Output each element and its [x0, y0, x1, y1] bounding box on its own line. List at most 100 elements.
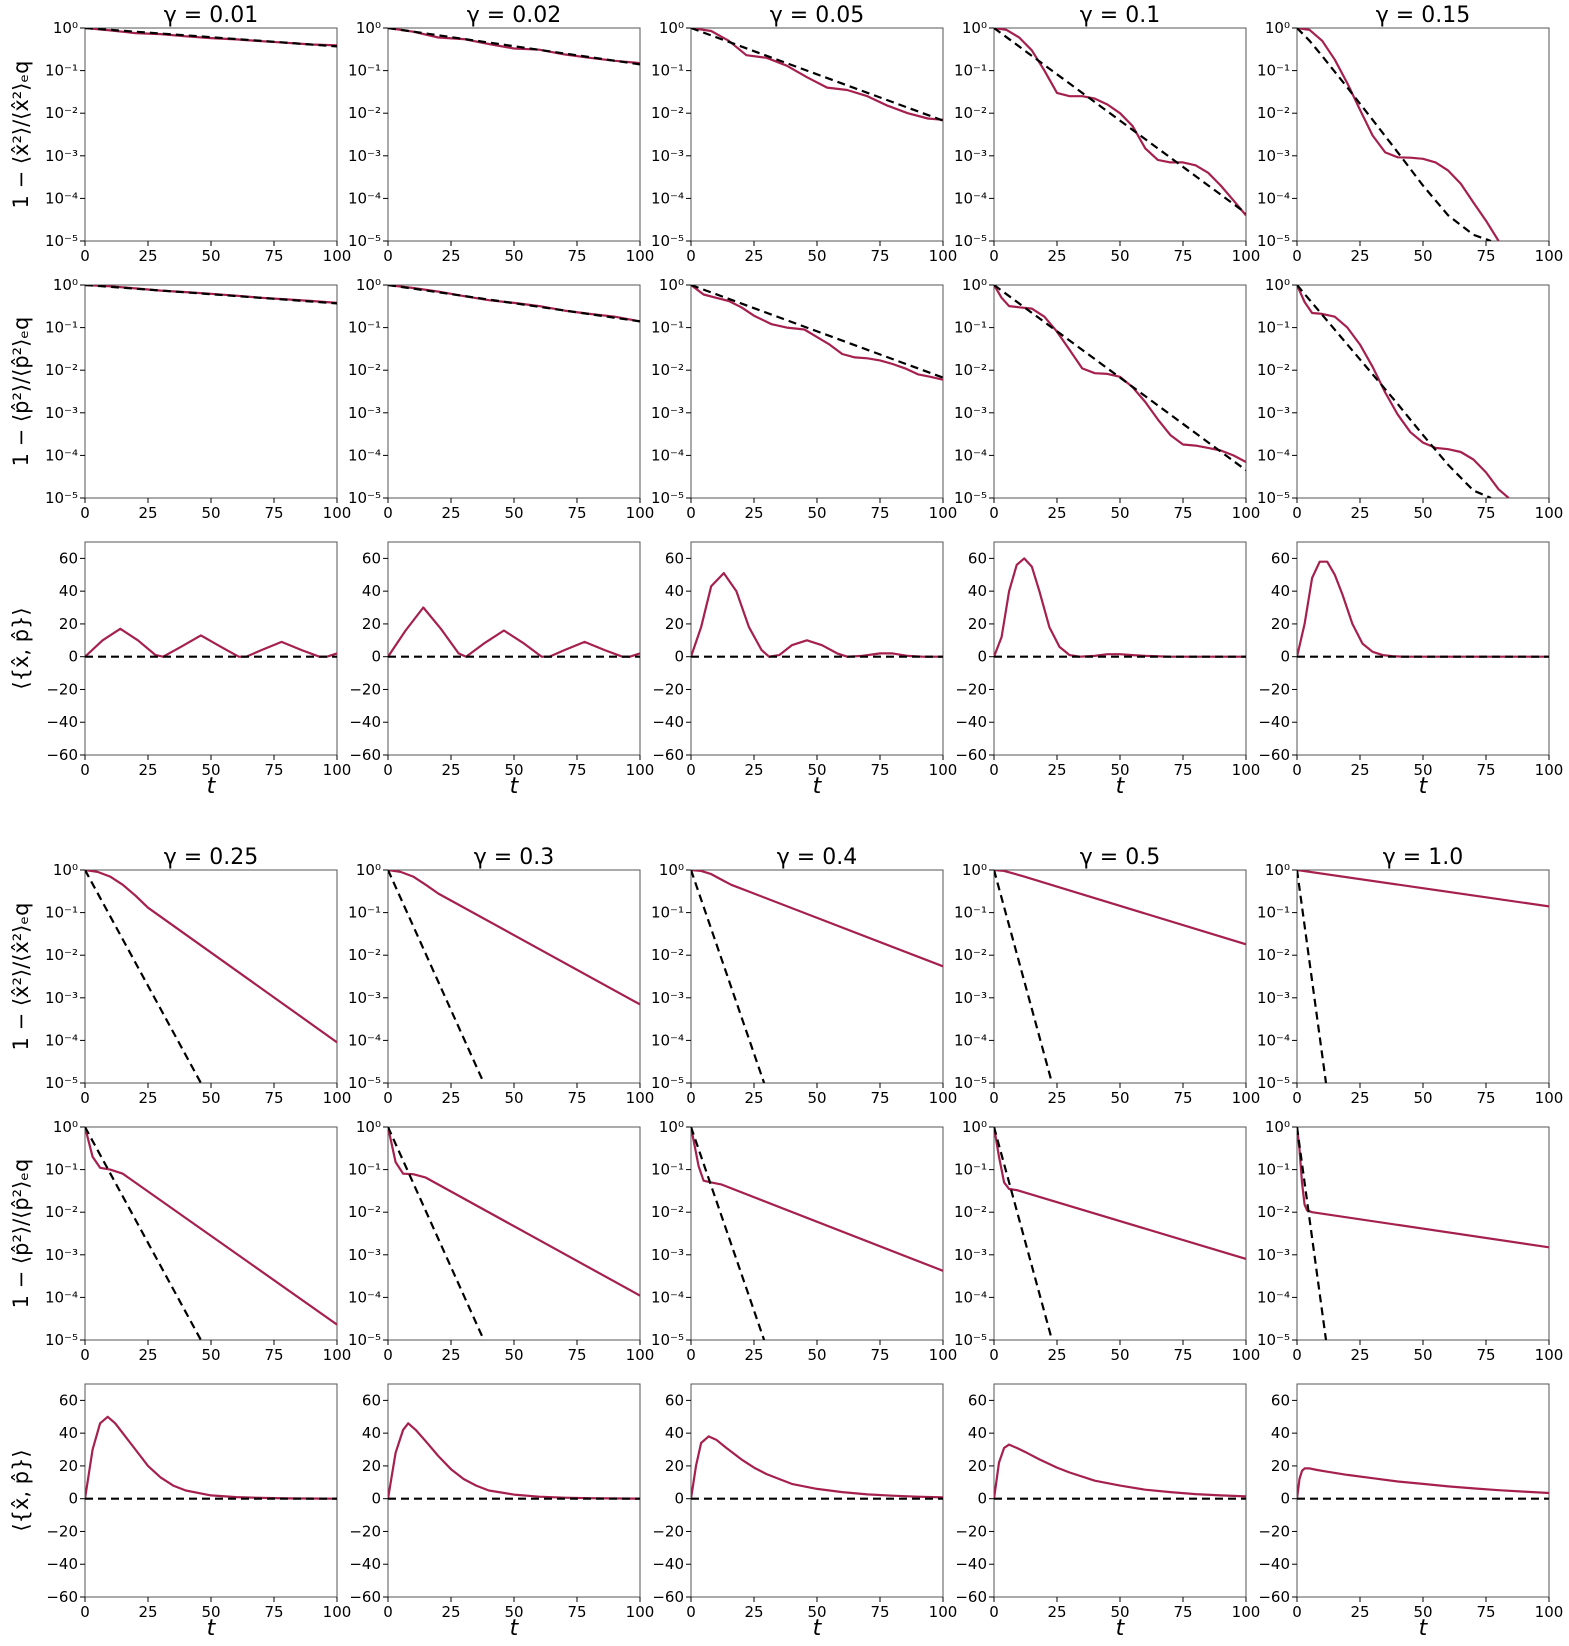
panel-title: γ = 0.15 — [1376, 3, 1470, 28]
x-tick-label: 0 — [686, 1089, 696, 1107]
y-tick-label: 10⁻⁴ — [45, 1031, 78, 1049]
x-axis-label: t — [813, 1616, 823, 1641]
panel-title: γ = 0.25 — [164, 845, 258, 870]
y-tick-label: −20 — [1258, 680, 1290, 698]
solid-series-line — [691, 285, 943, 381]
y-tick-label: 10⁻⁴ — [1257, 1031, 1290, 1049]
x-tick-label: 50 — [1110, 504, 1129, 522]
y-tick-label: 10⁻¹ — [954, 1161, 987, 1179]
y-tick-label: 40 — [968, 1424, 987, 1442]
x-tick-label: 0 — [80, 1603, 90, 1621]
y-tick-label: 10⁻⁴ — [651, 189, 684, 207]
y-tick-label: 10⁻² — [1257, 361, 1290, 379]
y-tick-label: 40 — [665, 582, 684, 600]
y-tick-label: 10⁰ — [962, 19, 987, 37]
x-tick-label: 100 — [323, 761, 352, 779]
x-tick-label: 50 — [504, 761, 523, 779]
y-tick-label: 10⁻¹ — [954, 62, 987, 80]
y-tick-label: 60 — [362, 1391, 381, 1409]
x-tick-label: 75 — [1476, 1089, 1495, 1107]
panel-title: γ = 0.4 — [777, 845, 857, 870]
x-tick-label: 0 — [686, 1346, 696, 1364]
x-tick-label: 25 — [1047, 1089, 1066, 1107]
y-tick-label: 10⁻⁴ — [1257, 1288, 1290, 1306]
x-tick-label: 50 — [1413, 247, 1432, 265]
panel-frame-8-xp — [993, 1383, 1247, 1598]
y-tick-label: 10⁻¹ — [348, 319, 381, 337]
x-tick-label: 100 — [1535, 1089, 1564, 1107]
y-tick-label: 10⁻⁵ — [954, 232, 987, 250]
x-tick-label: 100 — [626, 1089, 655, 1107]
panel-frame-9-p2 — [1296, 1126, 1550, 1341]
y-tick-label: −20 — [652, 680, 684, 698]
y-tick-label: 10⁻⁵ — [45, 232, 78, 250]
x-tick-label: 100 — [323, 1346, 352, 1364]
y-tick-label: 10⁻⁵ — [1257, 489, 1290, 507]
y-tick-label: 10⁰ — [659, 276, 684, 294]
x-tick-label: 100 — [323, 1089, 352, 1107]
panel-frame-0-x2 — [84, 27, 338, 242]
solid-series-line — [388, 28, 640, 65]
panel-frame-2-x2 — [690, 27, 944, 242]
y-tick-label: 40 — [59, 1424, 78, 1442]
x-tick-label: 75 — [870, 504, 889, 522]
y-tick-label: 10⁻⁴ — [1257, 189, 1290, 207]
x-tick-label: 50 — [1413, 1603, 1432, 1621]
x-axis-label: t — [1419, 1616, 1429, 1641]
x-tick-label: 0 — [383, 504, 393, 522]
x-tick-label: 100 — [929, 761, 958, 779]
y-tick-label: 10⁰ — [659, 1118, 684, 1136]
dashed-series-line — [994, 870, 1054, 1083]
x-tick-label: 0 — [80, 761, 90, 779]
y-tick-label: −60 — [955, 746, 987, 764]
x-tick-label: 50 — [201, 761, 220, 779]
solid-series-line — [691, 870, 943, 968]
y-axis-label: 1 − ⟨p̂²⟩/⟨p̂²⟩ₑq — [9, 1159, 33, 1309]
y-tick-label: −40 — [1258, 1555, 1290, 1573]
y-tick-label: 10⁻² — [45, 361, 78, 379]
y-tick-label: 0 — [68, 648, 78, 666]
x-tick-label: 100 — [626, 504, 655, 522]
x-tick-label: 50 — [504, 1089, 523, 1107]
y-tick-label: 0 — [674, 1490, 684, 1508]
y-tick-label: 20 — [362, 1457, 381, 1475]
x-tick-label: 25 — [441, 247, 460, 265]
y-tick-label: 10⁻⁵ — [954, 489, 987, 507]
x-tick-label: 100 — [929, 504, 958, 522]
solid-series-line — [994, 870, 1246, 946]
x-tick-label: 50 — [807, 761, 826, 779]
y-tick-label: 10⁻² — [1257, 1203, 1290, 1221]
y-tick-label: 10⁻² — [45, 104, 78, 122]
dashed-series-line — [691, 285, 943, 379]
x-tick-label: 25 — [744, 1346, 763, 1364]
x-tick-label: 0 — [1292, 1089, 1302, 1107]
solid-series-line — [691, 571, 943, 658]
y-tick-label: 10⁻¹ — [651, 904, 684, 922]
x-axis-label: t — [510, 1616, 520, 1641]
panel-frame-8-x2 — [993, 869, 1247, 1084]
y-tick-label: −40 — [955, 1555, 987, 1573]
x-tick-label: 75 — [1476, 247, 1495, 265]
y-tick-label: 10⁰ — [659, 861, 684, 879]
y-tick-label: 10⁻² — [1257, 104, 1290, 122]
x-tick-label: 25 — [138, 504, 157, 522]
x-axis-label: t — [207, 774, 217, 799]
dashed-series-line — [691, 870, 766, 1083]
y-tick-label: 60 — [968, 1391, 987, 1409]
solid-series-line — [1297, 1127, 1549, 1249]
x-tick-label: 25 — [1047, 1346, 1066, 1364]
solid-series-line — [994, 557, 1246, 658]
y-tick-label: 10⁻⁵ — [1257, 232, 1290, 250]
y-tick-label: 10⁻⁴ — [954, 189, 987, 207]
x-tick-label: 25 — [1350, 1603, 1369, 1621]
y-tick-label: 10⁻⁴ — [1257, 446, 1290, 464]
y-tick-label: 10⁰ — [962, 1118, 987, 1136]
y-tick-label: 10⁻¹ — [651, 62, 684, 80]
x-tick-label: 25 — [1350, 761, 1369, 779]
y-tick-label: 10⁻³ — [45, 1246, 78, 1264]
dashed-series-line — [691, 1127, 766, 1340]
panel-frame-8-p2 — [993, 1126, 1247, 1341]
y-tick-label: −20 — [955, 680, 987, 698]
panel-frame-6-x2 — [387, 869, 641, 1084]
